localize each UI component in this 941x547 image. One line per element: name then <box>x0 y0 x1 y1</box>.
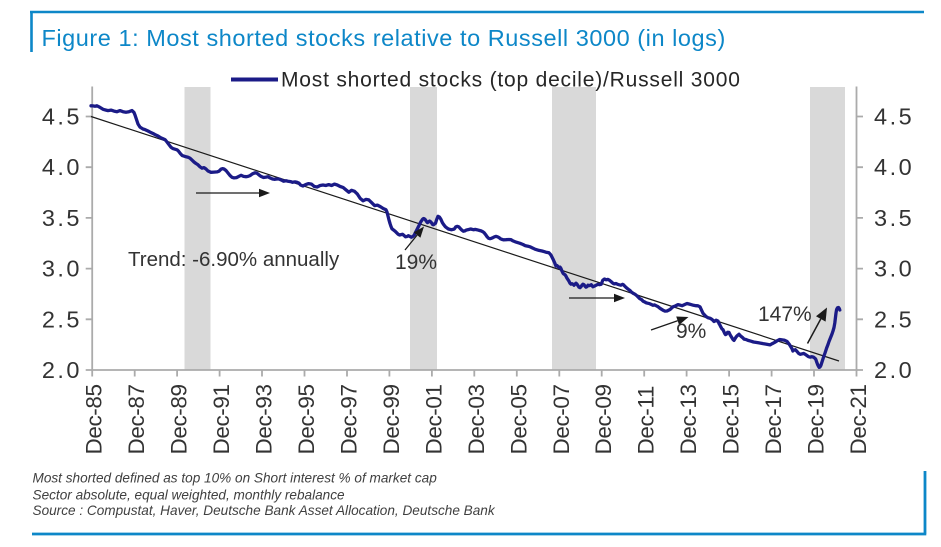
svg-text:Dec-89: Dec-89 <box>167 384 192 454</box>
svg-text:Dec-11: Dec-11 <box>634 386 659 454</box>
svg-text:Dec-21: Dec-21 <box>846 384 871 454</box>
svg-text:2.0: 2.0 <box>42 357 82 383</box>
svg-text:2.5: 2.5 <box>42 306 82 332</box>
svg-text:Dec-85: Dec-85 <box>82 384 107 454</box>
svg-text:9%: 9% <box>676 320 706 343</box>
svg-text:Dec-03: Dec-03 <box>464 384 489 454</box>
svg-text:Figure 1: Most shorted stocks: Figure 1: Most shorted stocks relative t… <box>42 25 726 51</box>
svg-text:Dec-09: Dec-09 <box>591 384 616 454</box>
svg-text:Dec-99: Dec-99 <box>379 384 404 454</box>
svg-text:3.0: 3.0 <box>874 256 914 282</box>
svg-text:Dec-97: Dec-97 <box>337 384 362 454</box>
svg-text:Dec-91: Dec-91 <box>209 384 234 454</box>
svg-text:2.5: 2.5 <box>874 306 914 332</box>
svg-text:Dec-05: Dec-05 <box>506 384 531 454</box>
svg-text:Source : Compustat, Haver, Deu: Source : Compustat, Haver, Deutsche Bank… <box>33 503 496 518</box>
svg-text:Dec-01: Dec-01 <box>421 384 446 454</box>
svg-text:Most shorted defined as top 10: Most shorted defined as top 10% on Short… <box>33 471 438 486</box>
svg-text:3.5: 3.5 <box>874 205 914 231</box>
svg-text:4.5: 4.5 <box>874 104 914 130</box>
svg-text:Trend: -6.90% annually: Trend: -6.90% annually <box>128 248 340 271</box>
svg-text:Sector absolute, equal weighte: Sector absolute, equal weighted, monthly… <box>33 488 346 503</box>
svg-text:2.0: 2.0 <box>874 357 914 383</box>
svg-text:Dec-13: Dec-13 <box>676 384 701 454</box>
svg-text:3.0: 3.0 <box>42 256 82 282</box>
svg-text:4.0: 4.0 <box>42 154 82 180</box>
svg-text:Dec-87: Dec-87 <box>124 384 149 454</box>
svg-text:Dec-95: Dec-95 <box>294 384 319 454</box>
svg-text:3.5: 3.5 <box>42 205 82 231</box>
svg-text:19%: 19% <box>395 251 437 274</box>
svg-text:Dec-15: Dec-15 <box>719 384 744 454</box>
svg-text:Dec-19: Dec-19 <box>804 384 829 454</box>
svg-text:Dec-93: Dec-93 <box>252 384 277 454</box>
svg-text:Dec-07: Dec-07 <box>549 384 574 454</box>
svg-text:4.0: 4.0 <box>874 154 914 180</box>
svg-text:4.5: 4.5 <box>42 104 82 130</box>
svg-text:Most shorted stocks (top decil: Most shorted stocks (top decile)/Russell… <box>281 69 741 92</box>
svg-text:Dec-17: Dec-17 <box>761 384 786 454</box>
svg-text:147%: 147% <box>758 303 812 326</box>
